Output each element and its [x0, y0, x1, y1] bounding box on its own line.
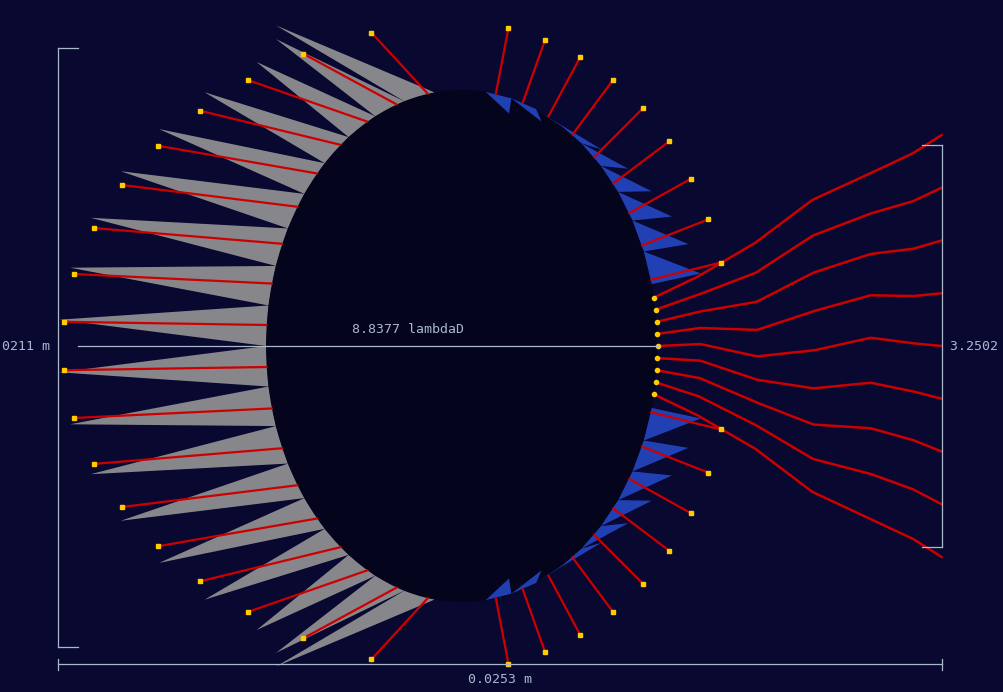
- Polygon shape: [90, 218, 288, 266]
- Polygon shape: [601, 166, 651, 192]
- Polygon shape: [581, 143, 628, 169]
- Text: 0.0253 m: 0.0253 m: [467, 673, 532, 686]
- Polygon shape: [70, 387, 276, 426]
- Polygon shape: [158, 129, 324, 194]
- Polygon shape: [276, 576, 404, 653]
- Polygon shape: [276, 39, 404, 116]
- Polygon shape: [59, 305, 268, 346]
- Polygon shape: [560, 543, 601, 567]
- Polygon shape: [581, 523, 628, 549]
- Polygon shape: [485, 579, 511, 600]
- Polygon shape: [120, 464, 304, 521]
- Polygon shape: [276, 26, 434, 101]
- Polygon shape: [601, 500, 651, 526]
- Polygon shape: [205, 529, 348, 600]
- Polygon shape: [536, 558, 572, 583]
- Polygon shape: [90, 426, 288, 474]
- Polygon shape: [536, 109, 572, 134]
- Polygon shape: [560, 125, 601, 149]
- Ellipse shape: [266, 90, 657, 602]
- Polygon shape: [643, 408, 700, 441]
- Polygon shape: [257, 555, 375, 630]
- Polygon shape: [632, 221, 688, 251]
- Polygon shape: [59, 346, 268, 387]
- Polygon shape: [618, 471, 671, 500]
- Text: 8.8377 lambdaD: 8.8377 lambdaD: [352, 322, 463, 336]
- Polygon shape: [257, 62, 375, 137]
- Polygon shape: [158, 498, 324, 563]
- Polygon shape: [120, 171, 304, 228]
- Polygon shape: [70, 266, 276, 305]
- Polygon shape: [618, 192, 671, 221]
- Polygon shape: [276, 591, 434, 666]
- Polygon shape: [632, 441, 688, 471]
- Text: 0.0211 m: 0.0211 m: [0, 340, 50, 352]
- Polygon shape: [511, 570, 541, 594]
- Polygon shape: [643, 251, 700, 284]
- Polygon shape: [485, 92, 511, 113]
- Polygon shape: [205, 92, 348, 163]
- Polygon shape: [511, 98, 541, 122]
- Text: 3.2502 lambda: 3.2502 lambda: [949, 340, 1003, 352]
